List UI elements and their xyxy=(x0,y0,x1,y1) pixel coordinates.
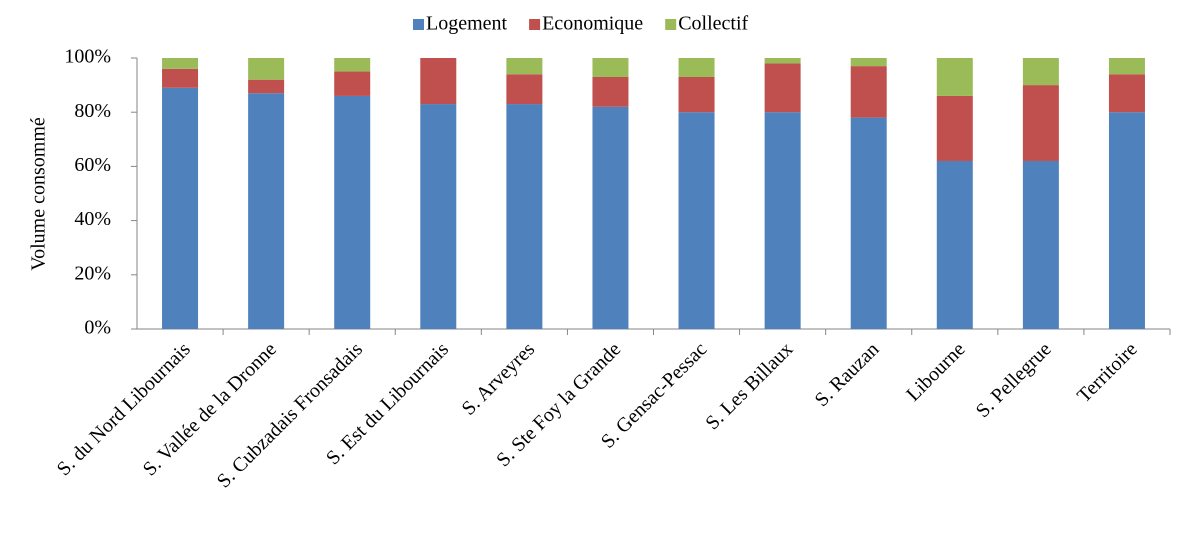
bar-segment xyxy=(1108,58,1145,75)
bar-segment xyxy=(764,112,801,329)
y-tick-label: 100% xyxy=(64,46,111,68)
bar-segment xyxy=(936,58,973,96)
bar-segment xyxy=(506,74,543,105)
bar-segment xyxy=(420,58,457,105)
bar-segment xyxy=(248,58,285,80)
bar-segment xyxy=(850,66,887,118)
bar-segment xyxy=(592,76,629,107)
bar-segment xyxy=(334,95,371,329)
bar-segment xyxy=(248,79,285,94)
legend-label: Economique xyxy=(542,13,643,35)
legend-swatch xyxy=(413,19,424,30)
bar-segment xyxy=(162,58,199,69)
y-tick-label: 20% xyxy=(74,262,111,284)
y-tick-label: 0% xyxy=(84,317,111,339)
y-tick-label: 80% xyxy=(74,100,111,122)
bar-segment xyxy=(334,71,371,96)
bar-segment xyxy=(162,87,199,329)
bar-segment xyxy=(850,117,887,330)
bar-segment xyxy=(678,112,715,329)
x-tick-label: Territoire xyxy=(1073,338,1142,407)
x-tick-label: S. Rauzan xyxy=(811,338,884,411)
bar-segment xyxy=(1108,74,1145,113)
bar-segment xyxy=(420,104,457,329)
bar-segment xyxy=(764,63,801,113)
y-axis-label: Volume consommé xyxy=(28,117,50,271)
bar-segment xyxy=(1022,85,1059,161)
bar-segment xyxy=(764,58,801,64)
bar-segment xyxy=(936,160,973,329)
bar-segment xyxy=(334,58,371,72)
bar-segment xyxy=(592,106,629,329)
legend-swatch xyxy=(529,19,541,30)
bar-segment xyxy=(506,104,543,329)
x-tick-label: S. Arveyres xyxy=(458,338,540,420)
bar-segment xyxy=(592,58,629,77)
bar-segment xyxy=(506,58,543,75)
bar-segment xyxy=(248,93,285,329)
legend-label: Logement xyxy=(426,13,508,35)
x-tick-label: S. Pellegrue xyxy=(972,338,1056,422)
x-tick-label: Libourne xyxy=(902,338,969,405)
bar-segment xyxy=(936,95,973,161)
bar-segment xyxy=(678,76,715,113)
bar-segment xyxy=(1022,58,1059,86)
x-tick-label: S. Cubzadais Fronsadais xyxy=(213,338,367,492)
y-tick-label: 60% xyxy=(74,154,111,176)
bar-segment xyxy=(678,58,715,77)
bar-segment xyxy=(1108,112,1145,329)
bar-segment xyxy=(1022,160,1059,329)
bar-segment xyxy=(850,58,887,67)
legend-swatch xyxy=(665,19,677,30)
bar-segment xyxy=(162,68,199,88)
y-tick-label: 40% xyxy=(74,208,111,230)
legend-label: Collectif xyxy=(678,13,748,35)
x-tick-label: S. Les Billaux xyxy=(701,338,797,434)
